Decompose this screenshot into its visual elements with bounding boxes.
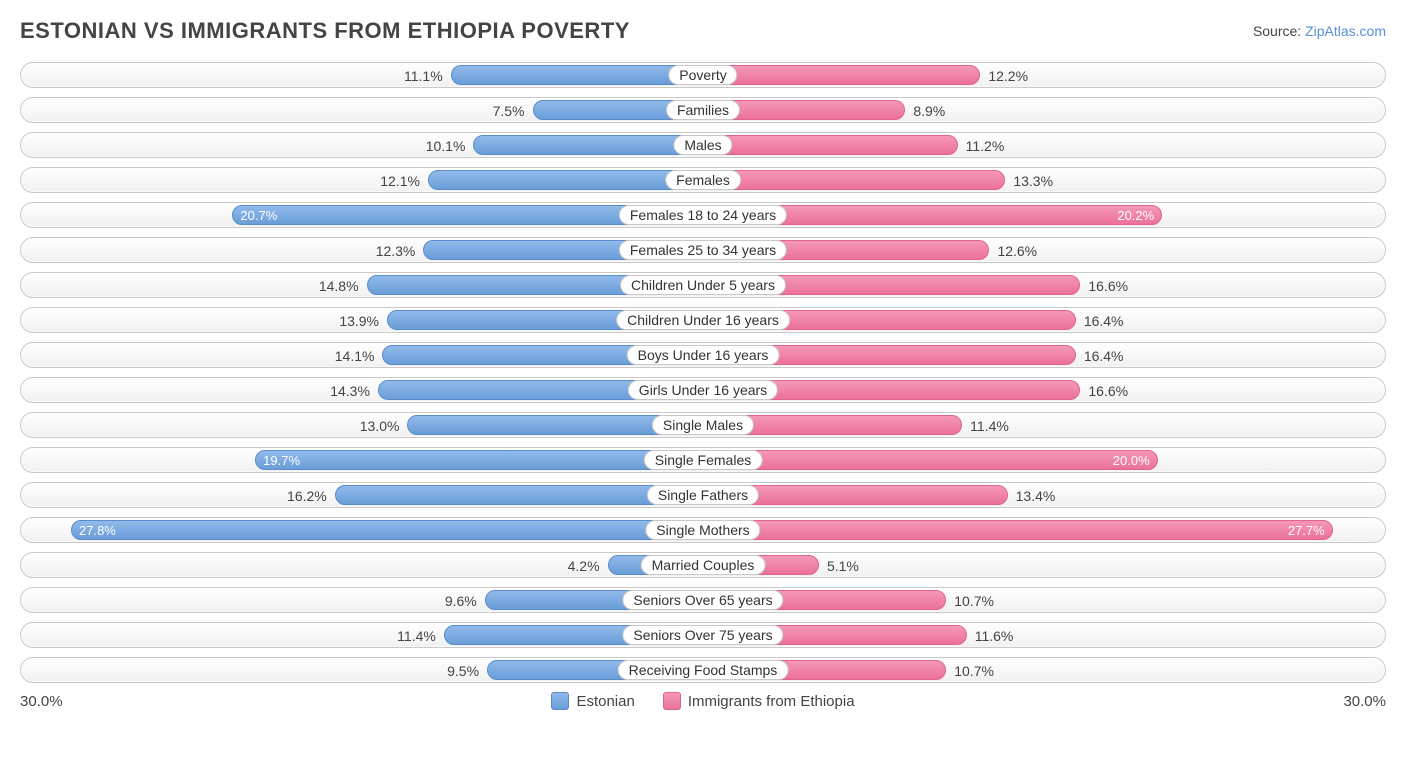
value-label-right: 10.7% [946,588,994,614]
value-label-left: 7.5% [493,98,533,124]
legend: Estonian Immigrants from Ethiopia [551,692,854,710]
source-prefix: Source: [1253,23,1305,39]
category-label: Seniors Over 65 years [622,590,783,610]
category-label: Married Couples [641,555,766,575]
bar-left [451,65,703,85]
bar-right [703,65,980,85]
chart-row: 11.4% 11.6% Seniors Over 75 years [20,622,1386,648]
legend-item-left: Estonian [551,692,634,710]
legend-swatch-left [551,692,569,710]
chart-row: 11.1% 12.2% Poverty [20,62,1386,88]
value-label-right: 16.4% [1076,308,1124,334]
axis-max-left: 30.0% [20,693,63,710]
chart-row: 12.1% 13.3% Females [20,167,1386,193]
bar-left [428,170,703,190]
value-label-right: 20.0% [703,448,1158,474]
chart-footer: 30.0% Estonian Immigrants from Ethiopia … [20,692,1386,710]
value-label-right: 16.4% [1076,343,1124,369]
value-label-right: 11.6% [967,623,1014,649]
category-label: Receiving Food Stamps [618,660,789,680]
chart-row: 20.7%20.2%Females 18 to 24 years [20,202,1386,228]
value-label-left: 12.1% [380,168,428,194]
bar-right [703,135,958,155]
value-label-right: 8.9% [905,98,945,124]
value-label-right: 12.6% [989,238,1037,264]
value-label-right: 11.2% [958,133,1005,159]
diverging-bar-chart: 11.1% 12.2% Poverty 7.5% 8.9% Families 10.1% 11… [20,62,1386,683]
value-label-left: 19.7% [255,448,703,474]
category-label: Single Mothers [645,520,760,540]
value-label-left: 14.8% [319,273,367,299]
category-label: Single Females [644,450,763,470]
value-label-right: 13.4% [1008,483,1056,509]
value-label-left: 4.2% [568,553,608,579]
value-label-left: 13.9% [339,308,387,334]
value-label-right: 16.6% [1080,378,1128,404]
source-link[interactable]: ZipAtlas.com [1305,23,1386,39]
axis-max-right: 30.0% [1343,693,1386,710]
chart-row: 14.8% 16.6% Children Under 5 years [20,272,1386,298]
legend-label-left: Estonian [576,693,634,710]
value-label-right: 10.7% [946,658,994,684]
chart-title: ESTONIAN VS IMMIGRANTS FROM ETHIOPIA POV… [20,18,630,44]
value-label-left: 11.4% [397,623,444,649]
category-label: Children Under 5 years [620,275,786,295]
category-label: Seniors Over 75 years [622,625,783,645]
category-label: Girls Under 16 years [628,380,778,400]
value-label-left: 12.3% [376,238,424,264]
chart-row: 13.9% 16.4% Children Under 16 years [20,307,1386,333]
legend-item-right: Immigrants from Ethiopia [663,692,855,710]
value-label-right: 13.3% [1005,168,1053,194]
bar-left [473,135,703,155]
value-label-right: 16.6% [1080,273,1128,299]
source-attribution: Source: ZipAtlas.com [1253,23,1386,39]
category-label: Single Males [652,415,754,435]
chart-row: 19.7%20.0%Single Females [20,447,1386,473]
value-label-right: 12.2% [980,63,1028,89]
value-label-left: 9.6% [445,588,485,614]
category-label: Males [673,135,732,155]
value-label-left: 14.1% [335,343,383,369]
bar-right [703,170,1005,190]
value-label-right: 5.1% [819,553,859,579]
value-label-left: 10.1% [426,133,474,159]
value-label-left: 13.0% [360,413,408,439]
chart-row: 4.2% 5.1% Married Couples [20,552,1386,578]
category-label: Poverty [668,65,737,85]
chart-row: 16.2% 13.4% Single Fathers [20,482,1386,508]
chart-row: 9.5% 10.7% Receiving Food Stamps [20,657,1386,683]
value-label-left: 14.3% [330,378,378,404]
value-label-left: 9.5% [447,658,487,684]
value-label-left: 16.2% [287,483,335,509]
category-label: Females 18 to 24 years [619,205,787,225]
category-label: Females 25 to 34 years [619,240,787,260]
legend-swatch-right [663,692,681,710]
category-label: Families [666,100,740,120]
value-label-right: 11.4% [962,413,1009,439]
chart-row: 14.3% 16.6% Girls Under 16 years [20,377,1386,403]
category-label: Children Under 16 years [616,310,790,330]
chart-row: 7.5% 8.9% Families [20,97,1386,123]
chart-row: 12.3% 12.6% Females 25 to 34 years [20,237,1386,263]
value-label-right: 27.7% [703,518,1333,544]
chart-row: 9.6% 10.7% Seniors Over 65 years [20,587,1386,613]
category-label: Females [665,170,741,190]
category-label: Single Fathers [647,485,759,505]
legend-label-right: Immigrants from Ethiopia [688,693,855,710]
chart-row: 27.8%27.7%Single Mothers [20,517,1386,543]
value-label-left: 27.8% [71,518,703,544]
chart-row: 10.1% 11.2% Males [20,132,1386,158]
category-label: Boys Under 16 years [627,345,780,365]
chart-row: 14.1% 16.4% Boys Under 16 years [20,342,1386,368]
value-label-left: 11.1% [404,63,451,89]
chart-row: 13.0% 11.4% Single Males [20,412,1386,438]
